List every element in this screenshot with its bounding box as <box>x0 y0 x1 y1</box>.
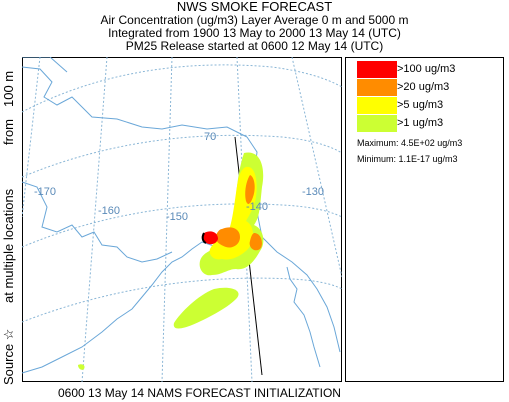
latitude-line <box>22 203 342 248</box>
source-height-label: 100 m <box>1 70 16 107</box>
plume-level-1 <box>173 287 239 329</box>
plume-level-20 <box>215 227 240 248</box>
panhandle-islands <box>286 266 321 368</box>
legend-item-5: >5 ug/m3 <box>357 97 497 114</box>
plume-level-100 <box>201 231 218 245</box>
west-coast <box>22 181 173 263</box>
panhandle-coast <box>261 236 341 353</box>
legend-item-1: >1 ug/m3 <box>357 115 497 132</box>
legend-label: >20 ug/m3 <box>397 81 450 93</box>
concentration-subtitle: Air Concentration (ug/m3) Layer Average … <box>100 13 409 27</box>
legend-label: >100 ug/m3 <box>397 63 456 75</box>
plume-level-1 <box>205 257 216 268</box>
lon-label-130: -130 <box>302 186 324 198</box>
source-marker <box>201 232 207 244</box>
coastline <box>22 57 341 374</box>
legend-label: >1 ug/m3 <box>397 117 444 129</box>
legend-swatch <box>357 79 397 96</box>
longitude-line <box>22 57 41 218</box>
release-start: PM25 Release started at 0600 12 May 14 (… <box>125 39 384 53</box>
plume-level-20 <box>245 175 255 204</box>
lat-label-70: 70 <box>204 131 216 143</box>
source-from-label: from <box>1 119 16 145</box>
source-side-label: Source ☆ at multiple locations from 100 … <box>1 55 16 385</box>
legend-label: >5 ug/m3 <box>397 99 444 111</box>
plume-level-20 <box>249 233 262 251</box>
integration-period: Integrated from 1900 13 May to 2000 13 M… <box>108 26 401 40</box>
source-locations-label: at multiple locations <box>1 188 16 303</box>
legend-item-20: >20 ug/m3 <box>357 79 497 96</box>
lon-label-160: -160 <box>98 205 120 217</box>
map-labels: -170 -160 -150 -140 -130 70 <box>34 131 324 223</box>
graticule <box>22 57 342 382</box>
arctic-coast <box>22 66 248 138</box>
chukotka-coast <box>22 57 68 73</box>
smoke-plume <box>78 152 264 370</box>
source-label: Source ☆ <box>1 328 16 385</box>
legend-item-100: >100 ug/m3 <box>357 61 497 78</box>
lon-label-140: -140 <box>246 201 268 213</box>
page-title: NWS SMOKE FORECAST <box>176 0 333 14</box>
legend-swatch <box>357 97 397 114</box>
legend-maximum: Maximum: 4.5E+02 ug/m3 <box>357 138 463 148</box>
legend-minimum: Minimum: 1.1E-17 ug/m3 <box>357 154 458 164</box>
lon-label-170: -170 <box>34 186 56 198</box>
smoke-forecast-map: -170 -160 -150 -140 -130 70 <box>22 57 342 382</box>
latitude-line <box>22 134 342 178</box>
latitude-line <box>22 64 342 113</box>
plume-level-1 <box>78 364 85 370</box>
legend-swatch <box>357 115 397 132</box>
legend: >100 ug/m3 >20 ug/m3 >5 ug/m3 >1 ug/m3 M… <box>345 57 504 382</box>
forecast-initialization: 0600 13 May 14 NAMS FORECAST INITIALIZAT… <box>58 386 341 400</box>
longitude-line <box>291 57 342 278</box>
plume-level-1 <box>237 257 248 266</box>
lon-label-150: -150 <box>166 211 188 223</box>
legend-swatch <box>357 61 397 78</box>
plume-level-5 <box>209 166 257 260</box>
south-coast <box>22 136 263 374</box>
